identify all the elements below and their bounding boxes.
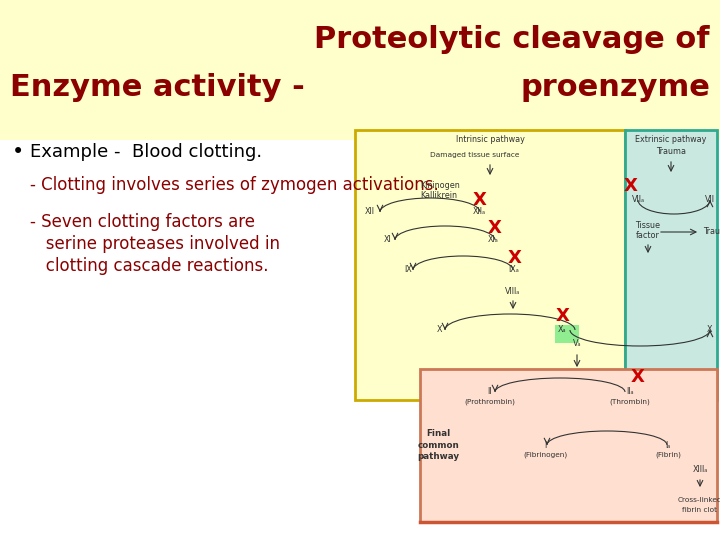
Text: (Fibrinogen): (Fibrinogen) (523, 452, 567, 458)
Text: X: X (624, 177, 638, 195)
Text: Xₐ: Xₐ (558, 326, 567, 334)
Text: VIIIₐ: VIIIₐ (505, 287, 521, 296)
Text: - Clotting involves series of zymogen activations.: - Clotting involves series of zymogen ac… (30, 176, 438, 194)
FancyBboxPatch shape (0, 0, 720, 140)
Text: (Prothrombin): (Prothrombin) (464, 399, 516, 405)
Text: Iₐ: Iₐ (665, 441, 671, 449)
Text: Vₐ: Vₐ (572, 340, 581, 348)
Text: X: X (556, 307, 570, 325)
Text: Cross-linked: Cross-linked (678, 497, 720, 503)
Text: X: X (473, 191, 487, 209)
Text: Proteolytic cleavage of: Proteolytic cleavage of (315, 25, 710, 55)
Text: - Seven clotting factors are: - Seven clotting factors are (30, 213, 255, 231)
Text: X: X (631, 368, 645, 386)
Text: VII: VII (705, 195, 715, 205)
FancyBboxPatch shape (420, 369, 717, 522)
Text: VIIₐ: VIIₐ (631, 195, 644, 205)
Text: Example -  Blood clotting.: Example - Blood clotting. (30, 143, 262, 161)
Text: IXₐ: IXₐ (508, 266, 519, 274)
Text: X: X (488, 219, 502, 237)
Text: factor: factor (636, 232, 660, 240)
Text: X: X (508, 249, 522, 267)
FancyBboxPatch shape (625, 130, 717, 400)
Text: IX: IX (404, 266, 412, 274)
Text: Kininogen: Kininogen (420, 181, 460, 191)
Text: XI: XI (384, 235, 392, 245)
Text: Trauma: Trauma (703, 227, 720, 237)
Text: II: II (487, 388, 492, 396)
Text: X: X (437, 326, 443, 334)
Text: Extrinsic pathway: Extrinsic pathway (635, 136, 707, 145)
FancyBboxPatch shape (355, 130, 625, 400)
Text: serine proteases involved in: serine proteases involved in (30, 235, 280, 253)
Text: fibrin clot: fibrin clot (683, 507, 718, 513)
FancyBboxPatch shape (555, 325, 579, 343)
Text: IIₐ: IIₐ (626, 388, 634, 396)
Text: Intrinsic pathway: Intrinsic pathway (456, 136, 524, 145)
Text: Enzyme activity -: Enzyme activity - (10, 72, 315, 102)
Text: XIIₐ: XIIₐ (473, 207, 486, 217)
Text: Final
common
pathway: Final common pathway (417, 429, 459, 461)
Text: clotting cascade reactions.: clotting cascade reactions. (30, 257, 269, 275)
Text: XII: XII (365, 207, 375, 217)
Text: XIIIₐ: XIIIₐ (693, 465, 708, 475)
Text: Trauma: Trauma (656, 147, 686, 157)
Text: Damaged tissue surface: Damaged tissue surface (430, 152, 519, 158)
Text: •: • (12, 142, 24, 162)
FancyBboxPatch shape (0, 140, 720, 540)
Text: proenzyme: proenzyme (520, 72, 710, 102)
Text: Tissue: Tissue (636, 221, 660, 231)
Text: I: I (544, 441, 546, 449)
Text: (Fibrin): (Fibrin) (655, 452, 681, 458)
Text: Kallikrein: Kallikrein (420, 192, 457, 200)
Text: (Thrombin): (Thrombin) (610, 399, 650, 405)
Text: XIₐ: XIₐ (488, 235, 499, 245)
Text: X: X (707, 326, 713, 334)
